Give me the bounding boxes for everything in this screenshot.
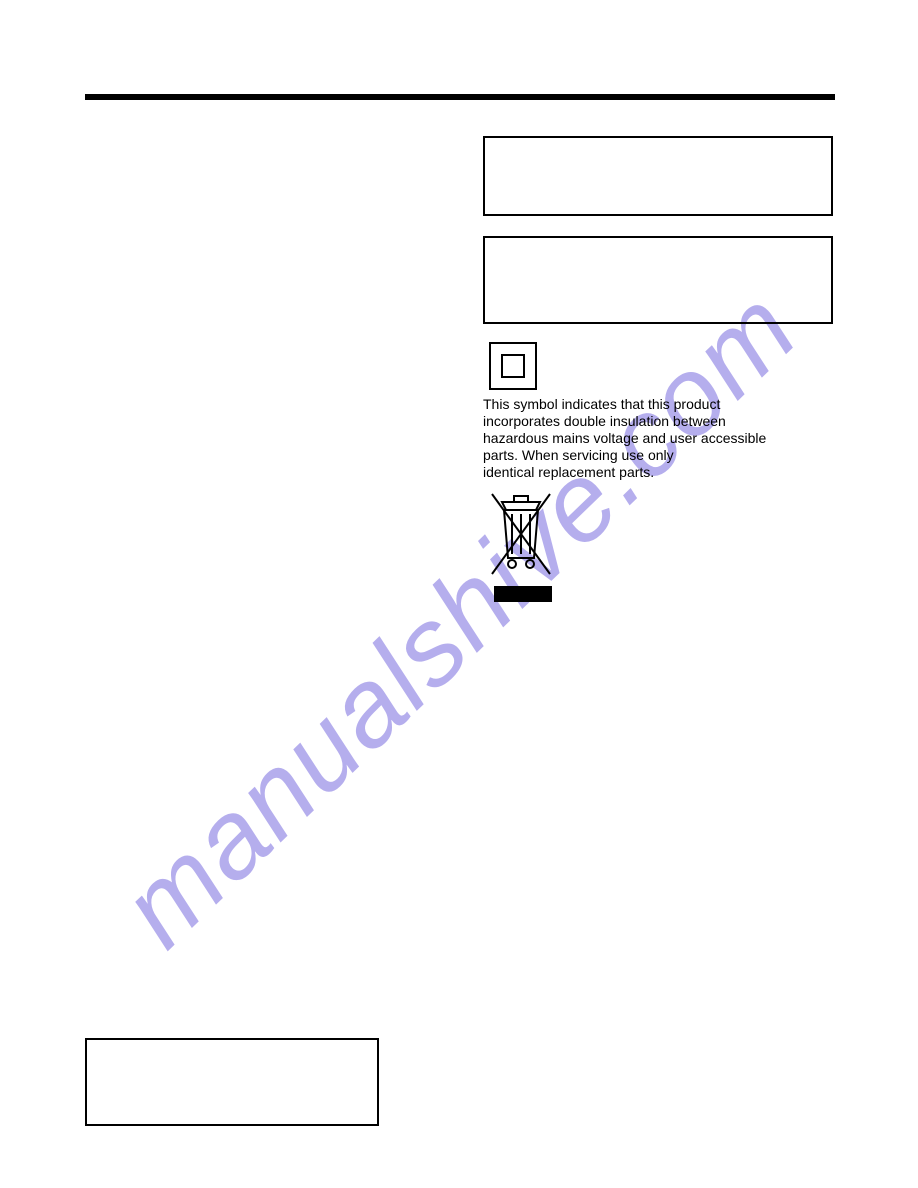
body-text-line: identical replacement parts. — [483, 464, 843, 481]
body-text-line: parts. When servicing use only — [483, 447, 843, 464]
box-top-right — [483, 136, 833, 216]
body-text-line: incorporates double insulation between — [483, 413, 843, 430]
double-insulation-icon-inner — [501, 354, 525, 378]
box-bottom-left — [85, 1038, 379, 1126]
double-insulation-caption: This symbol indicates that this product … — [483, 396, 843, 481]
weee-icon — [486, 488, 556, 580]
watermark-text: manualshive.com — [96, 264, 822, 971]
box-mid-right — [483, 236, 833, 324]
page: manualshive.com This symbol indicates th… — [0, 0, 918, 1188]
body-text-line: This symbol indicates that this product — [483, 396, 843, 413]
top-rule — [85, 94, 835, 100]
weee-underline-bar — [494, 586, 552, 602]
body-text-line: hazardous mains voltage and user accessi… — [483, 430, 843, 447]
